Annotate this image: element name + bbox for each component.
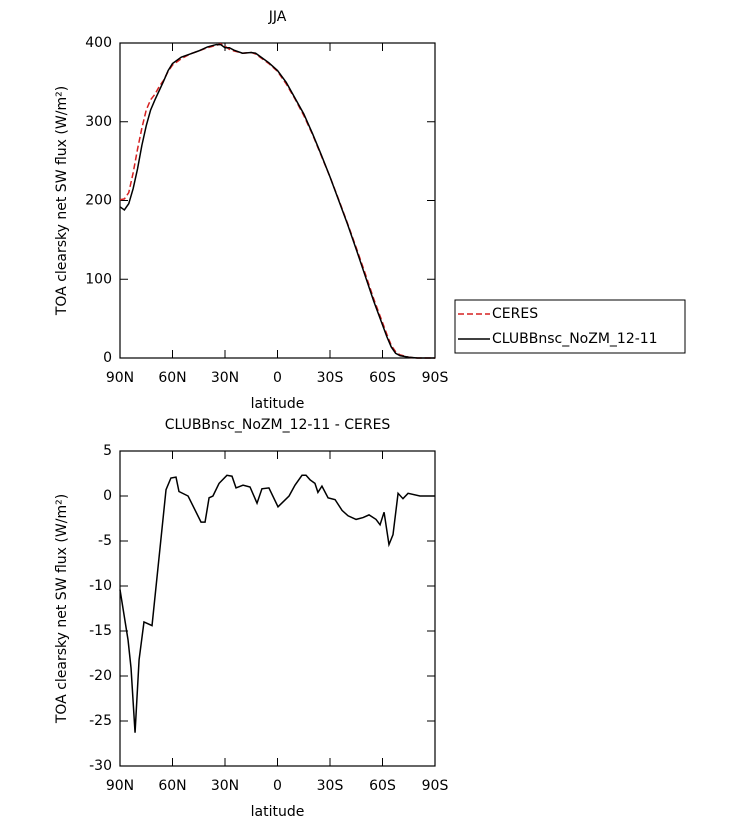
chart-title: JJA xyxy=(268,9,287,25)
y-tick-label: 100 xyxy=(85,271,112,287)
y-tick-label: -10 xyxy=(89,578,112,594)
x-tick-label: 60S xyxy=(369,778,396,794)
x-tick-label: 60N xyxy=(158,778,186,794)
x-axis-label: latitude xyxy=(251,396,305,412)
x-tick-label: 30N xyxy=(211,370,239,386)
y-tick-label: -30 xyxy=(89,758,112,774)
y-tick-label: 0 xyxy=(103,350,112,366)
y-tick-label: -5 xyxy=(98,533,112,549)
x-tick-label: 30S xyxy=(317,370,344,386)
plot-frame xyxy=(119,450,436,767)
y-axis-label: TOA clearsky net SW flux (W/m²) xyxy=(54,86,70,316)
y-tick-label: 200 xyxy=(85,193,112,209)
data-line xyxy=(119,42,435,359)
x-axis-label: latitude xyxy=(251,804,305,820)
chart-title: CLUBBnsc_NoZM_12-11 - CERES xyxy=(165,417,391,433)
x-tick-label: 90N xyxy=(106,370,134,386)
y-tick-label: 300 xyxy=(85,114,112,130)
y-tick-label: -25 xyxy=(89,713,112,729)
x-tick-label: 90N xyxy=(106,778,134,794)
legend-box xyxy=(454,299,686,354)
y-tick-label: -15 xyxy=(89,623,112,639)
y-tick-label: 0 xyxy=(103,488,112,504)
x-tick-label: 60N xyxy=(158,370,186,386)
data-line xyxy=(119,474,435,733)
plot-frame xyxy=(119,42,436,359)
legend-label: CERES xyxy=(492,306,538,322)
y-tick-label: 400 xyxy=(85,35,112,51)
y-tick-label: 5 xyxy=(103,443,112,459)
legend-label: CLUBBnsc_NoZM_12-11 xyxy=(492,331,658,347)
x-tick-label: 60S xyxy=(369,370,396,386)
x-tick-label: 30S xyxy=(317,778,344,794)
data-line xyxy=(119,43,435,359)
y-tick-label: -20 xyxy=(89,668,112,684)
x-tick-label: 0 xyxy=(273,778,282,794)
x-tick-label: 90S xyxy=(422,370,449,386)
x-tick-label: 30N xyxy=(211,778,239,794)
x-tick-label: 90S xyxy=(422,778,449,794)
y-axis-label: TOA clearsky net SW flux (W/m²) xyxy=(54,494,70,724)
x-tick-label: 0 xyxy=(273,370,282,386)
